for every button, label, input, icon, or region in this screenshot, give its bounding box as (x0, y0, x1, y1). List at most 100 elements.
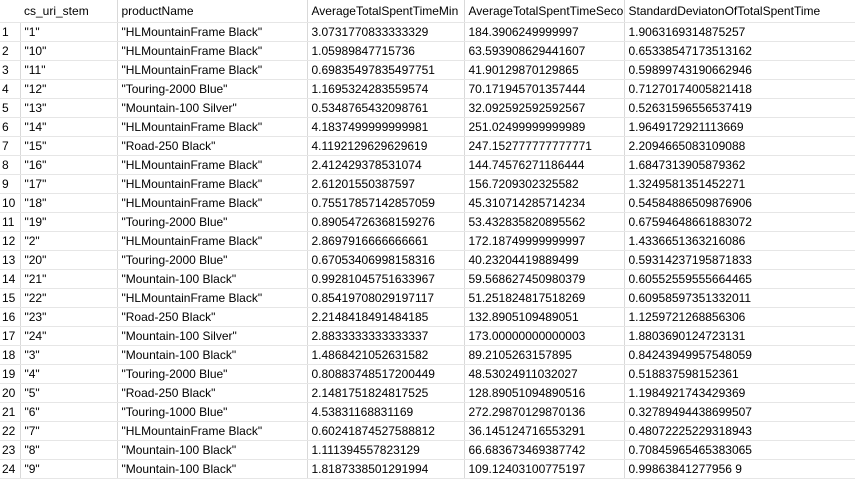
row-number-header[interactable] (0, 0, 20, 23)
standard-deviation-cell[interactable]: 1.4336651363216086 (624, 231, 855, 251)
standard-deviation-cell[interactable]: 0.52631596556537419 (624, 98, 855, 118)
table-row[interactable]: 9 "17" "HLMountainFrame Black" 2.6120155038… (0, 174, 855, 194)
row-number[interactable]: 22 (0, 421, 21, 441)
table-row[interactable]: 4 "12" "Touring-2000 Blue" 1.16953242835595… (0, 79, 855, 99)
product-name-cell[interactable]: "HLMountainFrame Black" (117, 421, 308, 441)
product-name-cell[interactable]: "Mountain-100 Silver" (117, 326, 308, 346)
product-name-cell[interactable]: "Road-250 Black" (117, 136, 308, 156)
row-number[interactable]: 3 (0, 60, 21, 80)
product-name-cell[interactable]: "Touring-2000 Blue" (117, 79, 308, 99)
average-min-cell[interactable]: 0.89054726368159276 (307, 212, 465, 232)
product-name-cell[interactable]: "Mountain-100 Black" (117, 269, 308, 289)
average-min-cell[interactable]: 0.85419708029197117 (307, 288, 465, 308)
average-seco-cell[interactable]: 40.23204419889499 (464, 250, 625, 270)
cs-uri-stem-cell[interactable]: "23" (20, 307, 118, 327)
standard-deviation-cell[interactable]: 1.8803690124723131 (624, 326, 855, 346)
average-min-cell[interactable]: 2.8697916666666661 (307, 231, 465, 251)
product-name-cell[interactable]: "Road-250 Black" (117, 383, 308, 403)
table-row[interactable]: 18 "3" "Mountain-100 Black" 1.4868421052631… (0, 345, 855, 365)
table-row[interactable]: 10 "18" "HLMountainFrame Black" 0.755178571… (0, 193, 855, 213)
row-number[interactable]: 18 (0, 345, 21, 365)
row-number[interactable]: 10 (0, 193, 21, 213)
product-name-cell[interactable]: "HLMountainFrame Black" (117, 193, 308, 213)
cs-uri-stem-cell[interactable]: "15" (20, 136, 118, 156)
product-name-cell[interactable]: "Touring-2000 Blue" (117, 250, 308, 270)
cs-uri-stem-cell[interactable]: "4" (20, 364, 118, 384)
cs-uri-stem-cell[interactable]: "14" (20, 117, 118, 137)
average-seco-cell[interactable]: 70.171945701357444 (464, 79, 625, 99)
cs-uri-stem-cell[interactable]: "13" (20, 98, 118, 118)
cs-uri-stem-cell[interactable]: "2" (20, 231, 118, 251)
standard-deviation-cell[interactable]: 0.59314237195871833 (624, 250, 855, 270)
average-min-cell[interactable]: 3.0731770833333329 (307, 22, 465, 42)
average-seco-cell[interactable]: 173.00000000000003 (464, 326, 625, 346)
average-min-cell[interactable]: 4.53831168831169 (307, 402, 465, 422)
row-number[interactable]: 17 (0, 326, 21, 346)
average-seco-cell[interactable]: 48.53024911032027 (464, 364, 625, 384)
product-name-cell[interactable]: "HLMountainFrame Black" (117, 174, 308, 194)
product-name-cell[interactable]: "HLMountainFrame Black" (117, 155, 308, 175)
row-number[interactable]: 11 (0, 212, 21, 232)
standard-deviation-cell[interactable]: 1.6847313905879362 (624, 155, 855, 175)
standard-deviation-cell[interactable]: 0.60552559555664465 (624, 269, 855, 289)
average-min-cell[interactable]: 2.2148418491484185 (307, 307, 465, 327)
row-number[interactable]: 1 (0, 22, 21, 42)
average-seco-cell[interactable]: 51.251824817518269 (464, 288, 625, 308)
product-name-cell[interactable]: "Mountain-100 Black" (117, 459, 308, 479)
column-header-standard-deviation[interactable]: StandardDeviatonOfTotalSpentTime (624, 0, 855, 23)
table-row[interactable]: 17 "24" "Mountain-100 Silver" 2.88333333333… (0, 326, 855, 346)
cs-uri-stem-cell[interactable]: "18" (20, 193, 118, 213)
average-seco-cell[interactable]: 36.145124716553291 (464, 421, 625, 441)
row-number[interactable]: 13 (0, 250, 21, 270)
table-row[interactable]: 19 "4" "Touring-2000 Blue" 0.80883748517200… (0, 364, 855, 384)
average-min-cell[interactable]: 0.67053406998158316 (307, 250, 465, 270)
cs-uri-stem-cell[interactable]: "12" (20, 79, 118, 99)
row-number[interactable]: 12 (0, 231, 21, 251)
product-name-cell[interactable]: "Mountain-100 Black" (117, 345, 308, 365)
table-row[interactable]: 24 "9" "Mountain-100 Black" 1.8187338501291… (0, 459, 855, 479)
product-name-cell[interactable]: "Touring-2000 Blue" (117, 212, 308, 232)
cs-uri-stem-cell[interactable]: "24" (20, 326, 118, 346)
row-number[interactable]: 15 (0, 288, 21, 308)
average-min-cell[interactable]: 0.75517857142857059 (307, 193, 465, 213)
product-name-cell[interactable]: "HLMountainFrame Black" (117, 22, 308, 42)
product-name-cell[interactable]: "Mountain-100 Black" (117, 440, 308, 460)
product-name-cell[interactable]: "Road-250 Black" (117, 307, 308, 327)
column-header-cs-uri-stem[interactable]: cs_uri_stem (20, 0, 118, 23)
table-row[interactable]: 6 "14" "HLMountainFrame Black" 4.1837499999… (0, 117, 855, 137)
column-header-average-total-spent-time-seco[interactable]: AverageTotalSpentTimeSeco (464, 0, 625, 23)
table-row[interactable]: 3 "11" "HLMountainFrame Black" 0.6983549783… (0, 60, 855, 80)
average-seco-cell[interactable]: 144.74576271186444 (464, 155, 625, 175)
table-row[interactable]: 15 "22" "HLMountainFrame Black" 0.854197080… (0, 288, 855, 308)
average-min-cell[interactable]: 2.412429378531074 (307, 155, 465, 175)
cs-uri-stem-cell[interactable]: "19" (20, 212, 118, 232)
cs-uri-stem-cell[interactable]: "17" (20, 174, 118, 194)
standard-deviation-cell[interactable]: 0.84243949957548059 (624, 345, 855, 365)
table-row[interactable]: 20 "5" "Road-250 Black" 2.1481751824817525 1… (0, 383, 855, 403)
average-seco-cell[interactable]: 156.7209302325582 (464, 174, 625, 194)
row-number[interactable]: 6 (0, 117, 21, 137)
average-min-cell[interactable]: 0.99281045751633967 (307, 269, 465, 289)
row-number[interactable]: 8 (0, 155, 21, 175)
average-min-cell[interactable]: 0.5348765432098761 (307, 98, 465, 118)
standard-deviation-cell[interactable]: 0.65338547173513162 (624, 41, 855, 61)
standard-deviation-cell[interactable]: 1.1259721268856306 (624, 307, 855, 327)
average-seco-cell[interactable]: 272.29870129870136 (464, 402, 625, 422)
row-number[interactable]: 7 (0, 136, 21, 156)
cs-uri-stem-cell[interactable]: "10" (20, 41, 118, 61)
cs-uri-stem-cell[interactable]: "21" (20, 269, 118, 289)
average-min-cell[interactable]: 1.8187338501291994 (307, 459, 465, 479)
table-row[interactable]: 13 "20" "Touring-2000 Blue" 0.6705340699815… (0, 250, 855, 270)
average-seco-cell[interactable]: 45.310714285714234 (464, 193, 625, 213)
table-row[interactable]: 22 "7" "HLMountainFrame Black" 0.6024187452… (0, 421, 855, 441)
product-name-cell[interactable]: "HLMountainFrame Black" (117, 117, 308, 137)
average-seco-cell[interactable]: 63.593908629441607 (464, 41, 625, 61)
product-name-cell[interactable]: "HLMountainFrame Black" (117, 231, 308, 251)
column-header-product-name[interactable]: productName (117, 0, 308, 23)
table-row[interactable]: 8 "16" "HLMountainFrame Black" 2.4124293785… (0, 155, 855, 175)
cs-uri-stem-cell[interactable]: "5" (20, 383, 118, 403)
cs-uri-stem-cell[interactable]: "7" (20, 421, 118, 441)
average-min-cell[interactable]: 0.60241874527588812 (307, 421, 465, 441)
standard-deviation-cell[interactable]: 0.32789494438699507 (624, 402, 855, 422)
cs-uri-stem-cell[interactable]: "11" (20, 60, 118, 80)
